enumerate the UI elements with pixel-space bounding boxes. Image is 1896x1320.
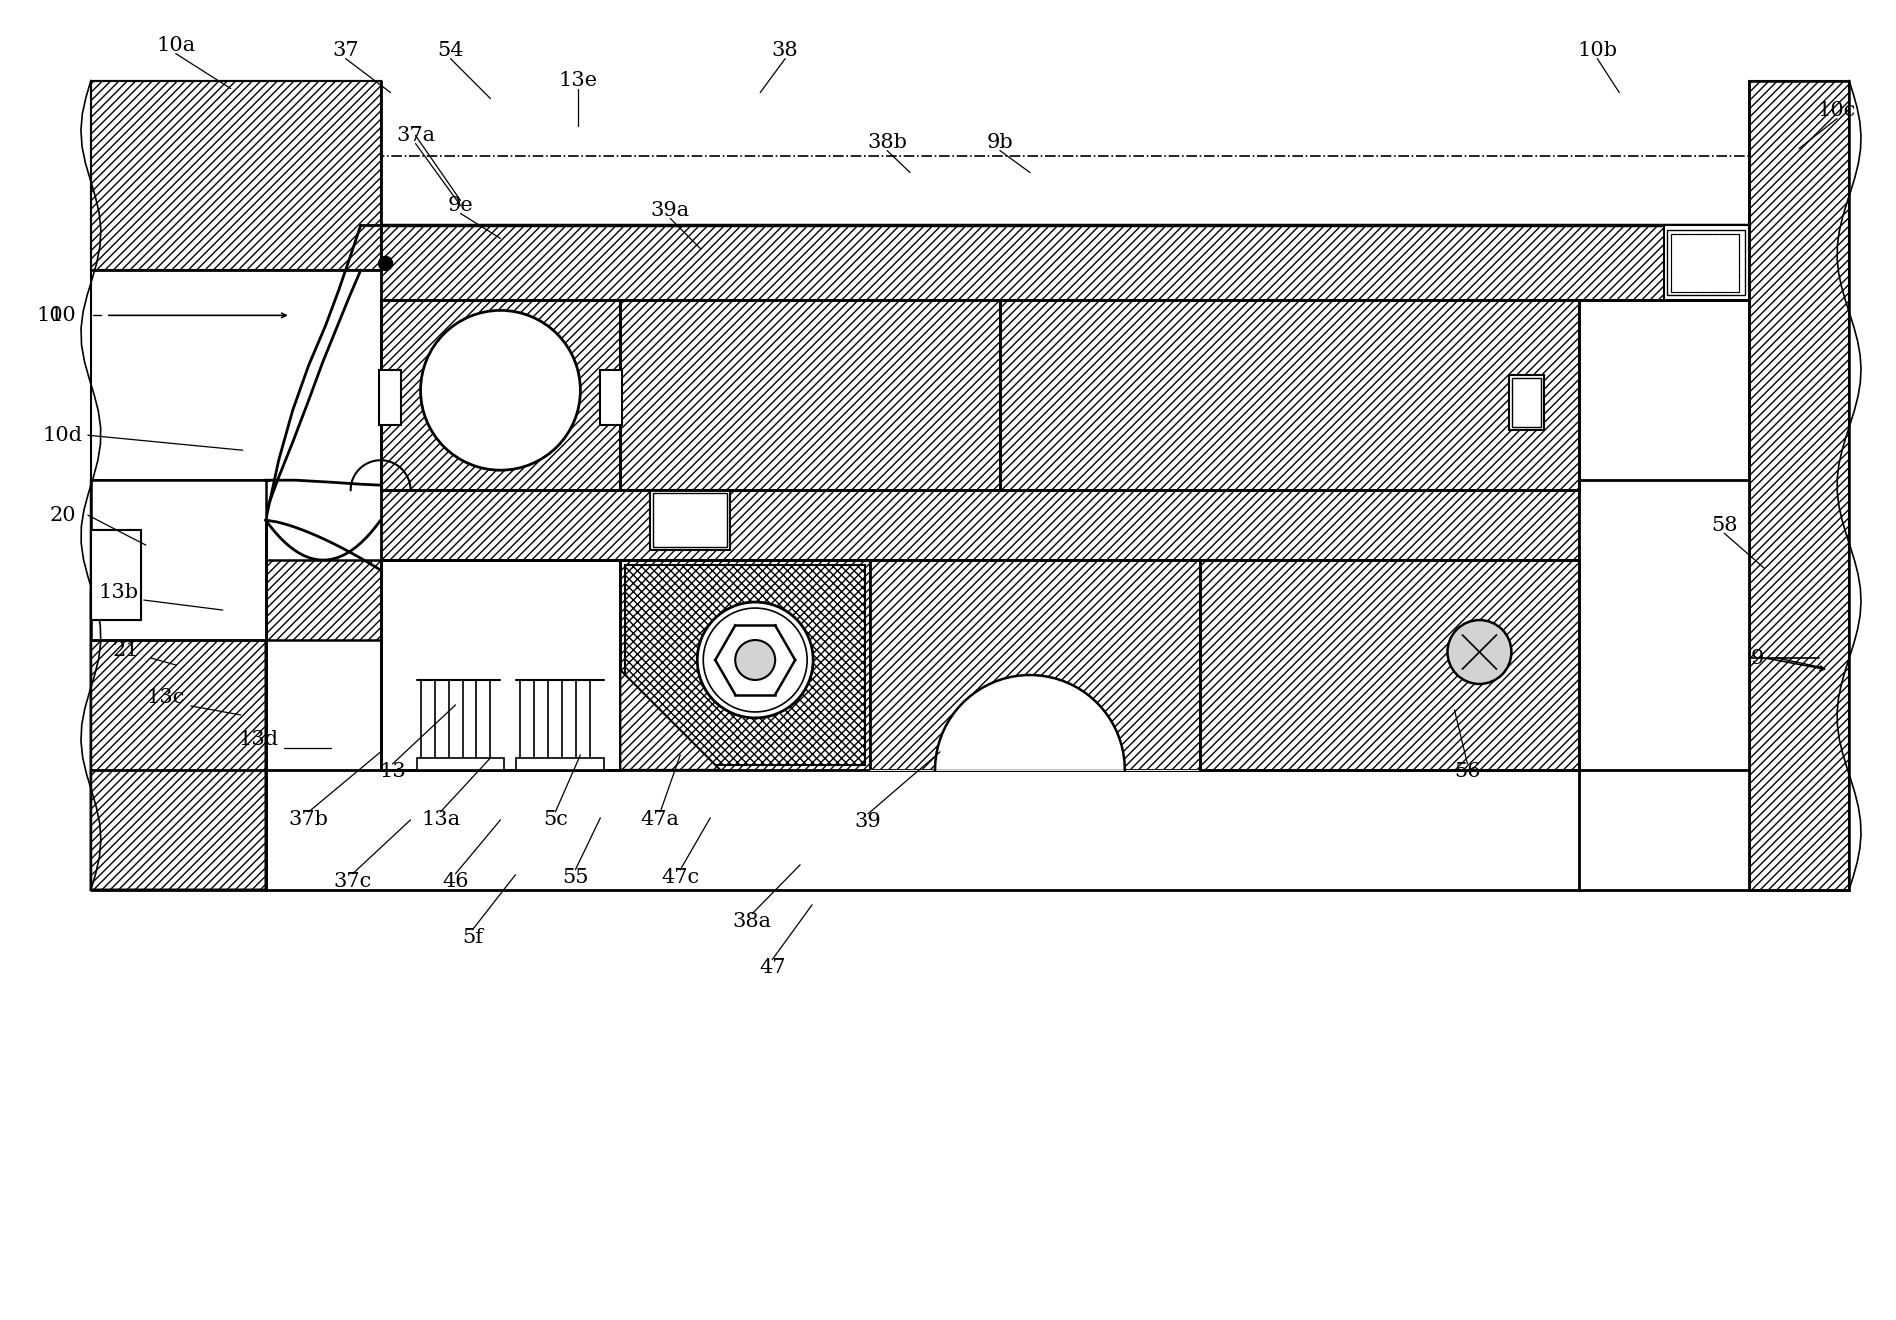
Text: 13a: 13a [421,810,461,829]
Polygon shape [381,301,620,490]
Text: 38: 38 [772,41,798,61]
Text: 38b: 38b [866,133,906,152]
Circle shape [703,609,808,711]
Bar [1579,480,1750,890]
Text: 47a: 47a [641,810,681,829]
Text: 20: 20 [49,506,76,524]
Bar [379,371,400,425]
Text: 10b: 10b [1577,41,1617,61]
Text: 9: 9 [1750,648,1763,668]
Polygon shape [1750,81,1849,890]
Bar [381,226,1750,301]
Circle shape [1447,620,1511,684]
Text: 47: 47 [758,958,785,977]
Circle shape [736,640,775,680]
Text: 9b: 9b [986,133,1012,152]
Text: 13b: 13b [99,582,138,602]
Bar [601,371,622,425]
Bar [1513,379,1541,428]
Text: 37: 37 [332,41,358,61]
Text: 13d: 13d [239,730,279,750]
Text: 13e: 13e [559,71,597,90]
Text: 10c: 10c [1818,102,1856,120]
Bar [1665,226,1750,301]
Text: 10d: 10d [44,426,83,445]
Text: 39a: 39a [650,201,690,220]
Text: 13: 13 [379,763,406,781]
Text: 47c: 47c [662,869,700,887]
Bar [516,758,605,770]
Text: 37b: 37b [288,810,328,829]
Polygon shape [620,301,999,490]
Text: 55: 55 [561,869,588,887]
Bar [650,490,730,550]
Bar [1670,235,1739,293]
Text: 37c: 37c [334,873,372,891]
Polygon shape [91,480,265,890]
Text: 37a: 37a [396,125,434,145]
Polygon shape [999,301,1579,490]
Bar [381,490,1579,560]
Bar [91,531,140,620]
Polygon shape [870,675,1200,771]
Polygon shape [265,560,381,640]
Text: 58: 58 [1710,516,1737,535]
Circle shape [421,310,580,470]
Text: 9e: 9e [447,195,474,215]
Text: 13c: 13c [146,689,186,708]
Text: 54: 54 [438,41,465,61]
Bar [91,480,265,640]
Bar [1509,375,1545,430]
Text: 5c: 5c [542,810,567,829]
Polygon shape [870,560,1200,770]
Text: 39: 39 [855,812,882,832]
Polygon shape [626,565,865,764]
Text: 21: 21 [112,640,138,660]
Circle shape [698,602,813,718]
Text: 10: 10 [36,306,63,325]
Bar [381,560,620,770]
Polygon shape [91,590,265,890]
Text: 10: 10 [49,306,76,325]
Polygon shape [91,531,140,620]
Circle shape [379,256,392,271]
Polygon shape [91,81,381,271]
Polygon shape [1200,560,1579,770]
Bar [417,758,504,770]
Text: 38a: 38a [732,912,772,931]
Polygon shape [620,560,870,770]
Bar [106,495,250,626]
Bar [1670,235,1739,293]
Polygon shape [620,671,720,770]
Text: 10a: 10a [155,36,195,55]
Bar [1667,231,1744,296]
Text: 5f: 5f [463,928,483,948]
Text: 46: 46 [442,873,468,891]
Text: 56: 56 [1454,763,1481,781]
Bar [654,494,728,546]
